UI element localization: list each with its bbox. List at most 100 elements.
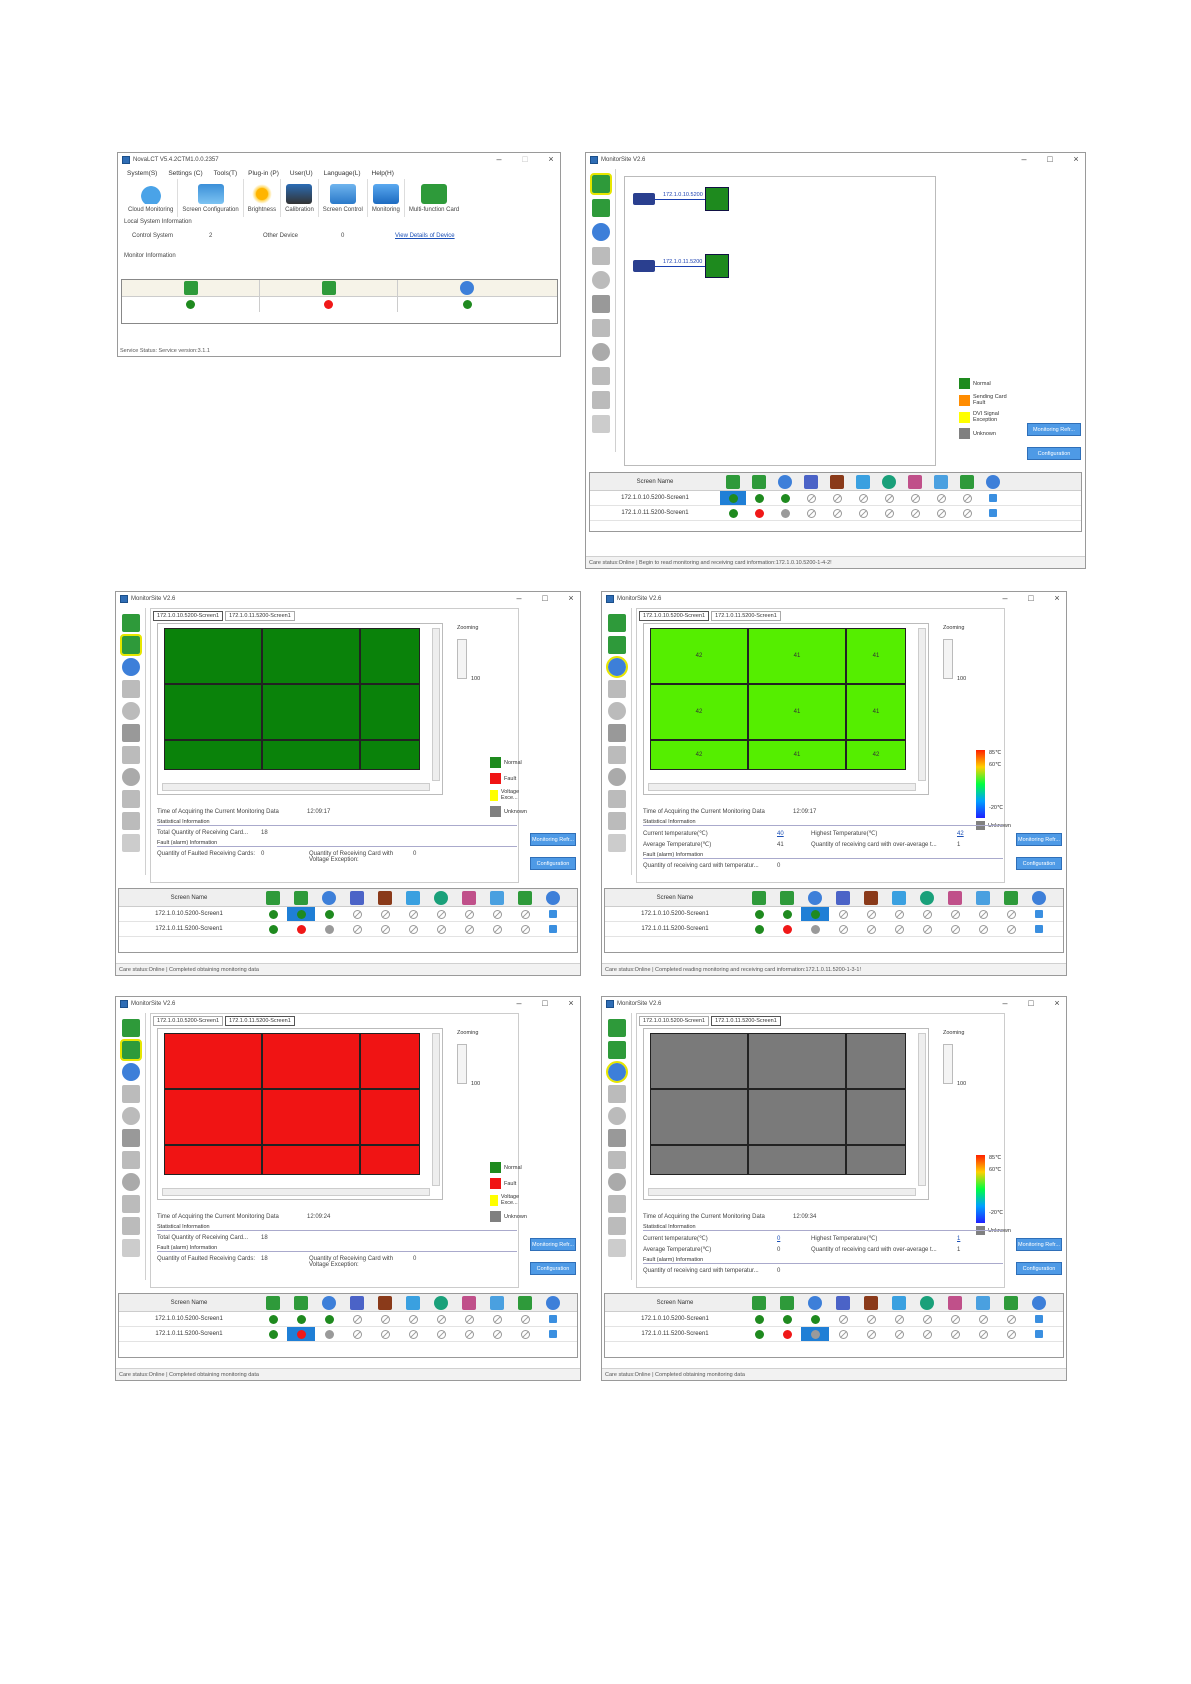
menu-system[interactable]: System(S) (127, 169, 158, 177)
brightness-button[interactable]: Brightness (244, 179, 282, 217)
detail-icon[interactable] (1035, 925, 1043, 933)
temperature-icon[interactable] (121, 658, 140, 676)
close-icon[interactable]: × (1073, 154, 1079, 164)
vertical-scrollbar[interactable] (432, 628, 440, 781)
topology-icon[interactable] (607, 614, 626, 632)
receiving-card-cell[interactable]: 42 (650, 740, 748, 770)
tab-screen-2[interactable]: 172.1.0.11.5200-Screen1 (225, 1016, 295, 1026)
detail-icon[interactable] (549, 910, 557, 918)
receiving-card-cell[interactable] (846, 1145, 906, 1175)
zoom-slider[interactable] (457, 1044, 467, 1084)
temperature-icon[interactable] (591, 223, 610, 241)
receiving-card-cell[interactable] (748, 1089, 846, 1145)
magnet-icon[interactable] (591, 367, 610, 385)
table-row[interactable]: 172.1.0.10.5200-Screen1 (590, 491, 1081, 506)
receiving-card-cell[interactable]: 41 (846, 628, 906, 684)
configuration-button[interactable]: Configuration (1027, 447, 1081, 460)
receiving-card-icon[interactable] (119, 634, 142, 656)
magnet-icon[interactable] (121, 1195, 140, 1213)
magnet-icon[interactable] (121, 790, 140, 808)
receiving-card-cell[interactable] (164, 1033, 262, 1089)
cabinet-icon[interactable] (121, 724, 140, 742)
view-details-link[interactable]: View Details of Device (395, 233, 455, 239)
screen-control-button[interactable]: Screen Control (319, 179, 368, 217)
monitoring-refresh-button[interactable]: Monitoring Refr... (530, 1238, 576, 1251)
close-icon[interactable]: × (568, 593, 574, 603)
table-row[interactable]: 172.1.0.11.5200-Screen1 (119, 922, 577, 937)
temperature-icon[interactable] (605, 1061, 628, 1083)
device-node[interactable]: 172.1.0.11.5200 (633, 254, 729, 278)
receiving-card-cell[interactable] (360, 1033, 420, 1089)
humidity-icon[interactable] (121, 1085, 140, 1103)
receiving-card-cell[interactable]: 42 (650, 684, 748, 740)
receiving-card-cell[interactable] (164, 628, 262, 684)
door-icon[interactable] (607, 1217, 626, 1235)
close-icon[interactable]: × (1054, 998, 1060, 1008)
module-icon[interactable] (607, 834, 626, 852)
module-icon[interactable] (607, 1239, 626, 1257)
device-node[interactable]: 172.1.0.10.5200 (633, 187, 729, 211)
configuration-button[interactable]: Configuration (530, 1262, 576, 1275)
detail-icon[interactable] (549, 1315, 557, 1323)
receiving-card-cell[interactable] (650, 1089, 748, 1145)
table-row[interactable]: 172.1.0.11.5200-Screen1 (590, 506, 1081, 521)
calibration-button[interactable]: Calibration (281, 179, 319, 217)
topology-icon[interactable] (589, 173, 612, 195)
horizontal-scrollbar[interactable] (648, 1188, 916, 1196)
menu-user[interactable]: User(U) (289, 169, 313, 177)
receiving-card-cell[interactable] (164, 1145, 262, 1175)
detail-icon[interactable] (1035, 1330, 1043, 1338)
magnet-icon[interactable] (607, 790, 626, 808)
receiving-card-cell[interactable] (262, 684, 360, 740)
receiving-card-cell[interactable] (164, 1089, 262, 1145)
multi-function-card-button[interactable]: Multi-function Card (405, 179, 463, 217)
receiving-card-cell[interactable] (262, 1033, 360, 1089)
horizontal-scrollbar[interactable] (162, 1188, 430, 1196)
receiving-card-cell[interactable] (262, 628, 360, 684)
temperature-icon[interactable] (121, 1063, 140, 1081)
detail-icon[interactable] (1035, 910, 1043, 918)
detail-icon[interactable] (549, 925, 557, 933)
door-icon[interactable] (121, 1217, 140, 1235)
voltage-icon[interactable] (607, 768, 626, 786)
tab-screen-2[interactable]: 172.1.0.11.5200-Screen1 (711, 611, 781, 621)
receiving-card-icon[interactable] (591, 199, 610, 217)
tab-screen-1[interactable]: 172.1.0.10.5200-Screen1 (153, 611, 224, 621)
receiving-card-cell[interactable] (748, 1145, 846, 1175)
table-row[interactable]: 172.1.0.11.5200-Screen1 (119, 1327, 577, 1342)
receiving-card-cell[interactable]: 41 (748, 740, 846, 770)
receiving-card-cell[interactable]: 41 (846, 684, 906, 740)
receiving-card-icon[interactable] (607, 1041, 626, 1059)
tab-screen-1[interactable]: 172.1.0.10.5200-Screen1 (153, 1016, 224, 1026)
maximize-icon[interactable]: □ (1047, 154, 1053, 164)
detail-icon[interactable] (549, 1330, 557, 1338)
maximize-icon[interactable]: □ (1028, 593, 1034, 603)
receiving-card-cell[interactable] (360, 628, 420, 684)
monitoring-button[interactable]: Monitoring (368, 179, 405, 217)
magnet-icon[interactable] (607, 1195, 626, 1213)
smoke-icon[interactable] (591, 271, 610, 289)
fan-icon[interactable] (121, 746, 140, 764)
voltage-icon[interactable] (591, 343, 610, 361)
table-row[interactable]: 172.1.0.10.5200-Screen1 (119, 1312, 577, 1327)
table-row[interactable]: 172.1.0.11.5200-Screen1 (605, 1327, 1063, 1342)
close-icon[interactable]: × (568, 998, 574, 1008)
vertical-scrollbar[interactable] (432, 1033, 440, 1186)
minimize-icon[interactable]: – (1002, 593, 1008, 603)
receiving-card-cell[interactable] (262, 740, 360, 770)
receiving-card-icon[interactable] (607, 636, 626, 654)
zoom-slider[interactable] (457, 639, 467, 679)
tab-screen-2[interactable]: 172.1.0.11.5200-Screen1 (711, 1016, 781, 1026)
smoke-icon[interactable] (121, 702, 140, 720)
menu-plugin[interactable]: Plug-in (P) (248, 169, 279, 177)
cloud-monitoring-button[interactable]: Cloud Monitoring (124, 179, 179, 217)
maximize-icon[interactable]: □ (522, 154, 528, 164)
receiving-card-cell[interactable] (164, 740, 262, 770)
receiving-card-cell[interactable] (164, 684, 262, 740)
receiving-card-cell[interactable] (650, 1145, 748, 1175)
maximize-icon[interactable]: □ (542, 593, 548, 603)
minimize-icon[interactable]: – (1002, 998, 1008, 1008)
detail-icon[interactable] (989, 509, 997, 517)
voltage-icon[interactable] (121, 768, 140, 786)
monitoring-refresh-button[interactable]: Monitoring Refr... (1016, 833, 1062, 846)
